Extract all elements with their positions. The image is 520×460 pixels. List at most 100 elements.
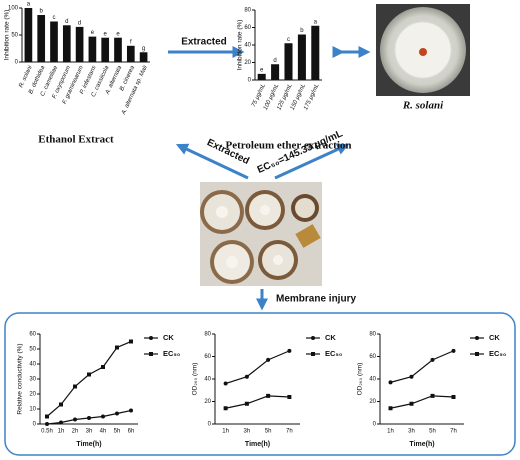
bar	[37, 15, 46, 62]
y-tick-label: 60	[204, 354, 211, 360]
y-tick-label: 80	[369, 332, 376, 338]
bar	[114, 37, 122, 62]
chart-title: Petroleum ether extraction	[225, 140, 351, 152]
y-axis-label: Inhibition rate (%)	[4, 10, 11, 61]
series-line	[225, 350, 290, 385]
significance-letter: e	[104, 31, 108, 37]
legend-label: CK	[489, 333, 500, 342]
pathogen-label: R. solani	[402, 100, 444, 112]
y-tick-label: 40	[204, 377, 211, 383]
legend-marker	[149, 336, 153, 340]
x-tick-label: 7h	[450, 429, 457, 435]
legend-marker	[475, 336, 479, 340]
x-tick-label: 6h	[128, 429, 135, 435]
significance-letter: c	[53, 15, 56, 21]
bar	[62, 25, 71, 63]
x-axis-label: Time(h)	[409, 441, 434, 448]
significance-letter: b	[300, 28, 304, 34]
significance-letter: g	[142, 46, 145, 52]
y-tick-label: 20	[369, 399, 376, 405]
point	[87, 372, 91, 377]
significance-letter: d	[65, 19, 68, 25]
point	[73, 417, 77, 422]
point	[287, 348, 292, 353]
point	[45, 414, 49, 419]
y-axis-label: Relative conductivity (%)	[17, 343, 24, 414]
point	[115, 411, 119, 416]
root-slices	[200, 190, 321, 284]
significance-letter: e	[91, 30, 95, 36]
y-tick-label: 40	[369, 377, 376, 383]
y-axis-label: OD₂₆₀ (nm)	[357, 363, 364, 396]
y-tick-label: 20	[204, 399, 211, 405]
point	[266, 393, 271, 398]
legend-marker	[311, 336, 315, 340]
point	[388, 380, 393, 385]
arrow	[274, 143, 350, 180]
y-tick-label: 20	[29, 392, 36, 398]
legend-marker	[311, 352, 315, 356]
point	[287, 395, 292, 399]
y-tick-label: 0	[248, 78, 252, 84]
bar	[101, 37, 110, 62]
legend-label: EC₅₀	[325, 349, 342, 358]
y-tick-label: 60	[244, 25, 251, 31]
plug	[419, 48, 427, 56]
bar	[24, 8, 33, 62]
significance-letter: a	[314, 19, 318, 25]
bar	[257, 73, 266, 80]
significance-letter: e	[116, 31, 120, 37]
significance-letter: d	[78, 20, 81, 26]
x-axis-label: Time(h)	[76, 441, 101, 448]
point	[244, 401, 249, 406]
significance-letter: e	[260, 67, 264, 73]
y-tick-label: 60	[29, 332, 36, 338]
y-tick-label: 0	[15, 60, 19, 66]
x-tick-label: 3h	[244, 429, 251, 435]
point	[430, 393, 435, 398]
x-tick-label: 3h	[408, 429, 415, 435]
point	[101, 365, 105, 369]
legend-label: EC₅₀	[489, 349, 506, 358]
x-tick-label: 4h	[100, 429, 107, 435]
point	[45, 422, 49, 426]
point	[101, 414, 105, 419]
point	[115, 345, 119, 350]
bar	[297, 34, 306, 80]
series-line	[390, 395, 454, 409]
y-tick-label: 40	[29, 362, 36, 368]
y-tick-label: 30	[29, 377, 36, 383]
bar	[139, 52, 148, 62]
y-tick-label: 0	[33, 422, 37, 428]
point	[244, 374, 249, 379]
y-tick-label: 0	[208, 422, 212, 428]
results-panel	[4, 312, 516, 456]
point	[409, 401, 414, 406]
y-tick-label: 0	[373, 422, 377, 428]
x-tick-label: 3h	[86, 429, 93, 435]
y-tick-label: 80	[204, 332, 211, 338]
x-tick-label: 0.5h	[41, 429, 53, 435]
y-tick-label: 60	[369, 354, 376, 360]
point	[409, 374, 414, 379]
arrow	[175, 143, 249, 180]
bar	[75, 26, 84, 62]
y-axis-label: OD₂₆₀ (nm)	[192, 363, 199, 396]
point	[59, 420, 63, 425]
point	[129, 408, 133, 413]
significance-letter: d	[273, 58, 276, 64]
y-tick-label: 50	[29, 347, 36, 353]
chart-title: Ethanol Extract	[38, 134, 114, 146]
x-tick-label: 5h	[265, 429, 272, 435]
point	[223, 381, 228, 386]
point	[451, 395, 456, 399]
y-tick-label: 20	[244, 60, 251, 66]
y-tick-label: 80	[244, 8, 251, 14]
legend-marker	[149, 352, 153, 356]
point	[73, 384, 77, 389]
x-tick-label: 1h	[222, 429, 229, 435]
point	[266, 357, 271, 362]
x-axis-label: Time(h)	[245, 441, 270, 448]
extracted-label: Extracted	[181, 37, 227, 48]
